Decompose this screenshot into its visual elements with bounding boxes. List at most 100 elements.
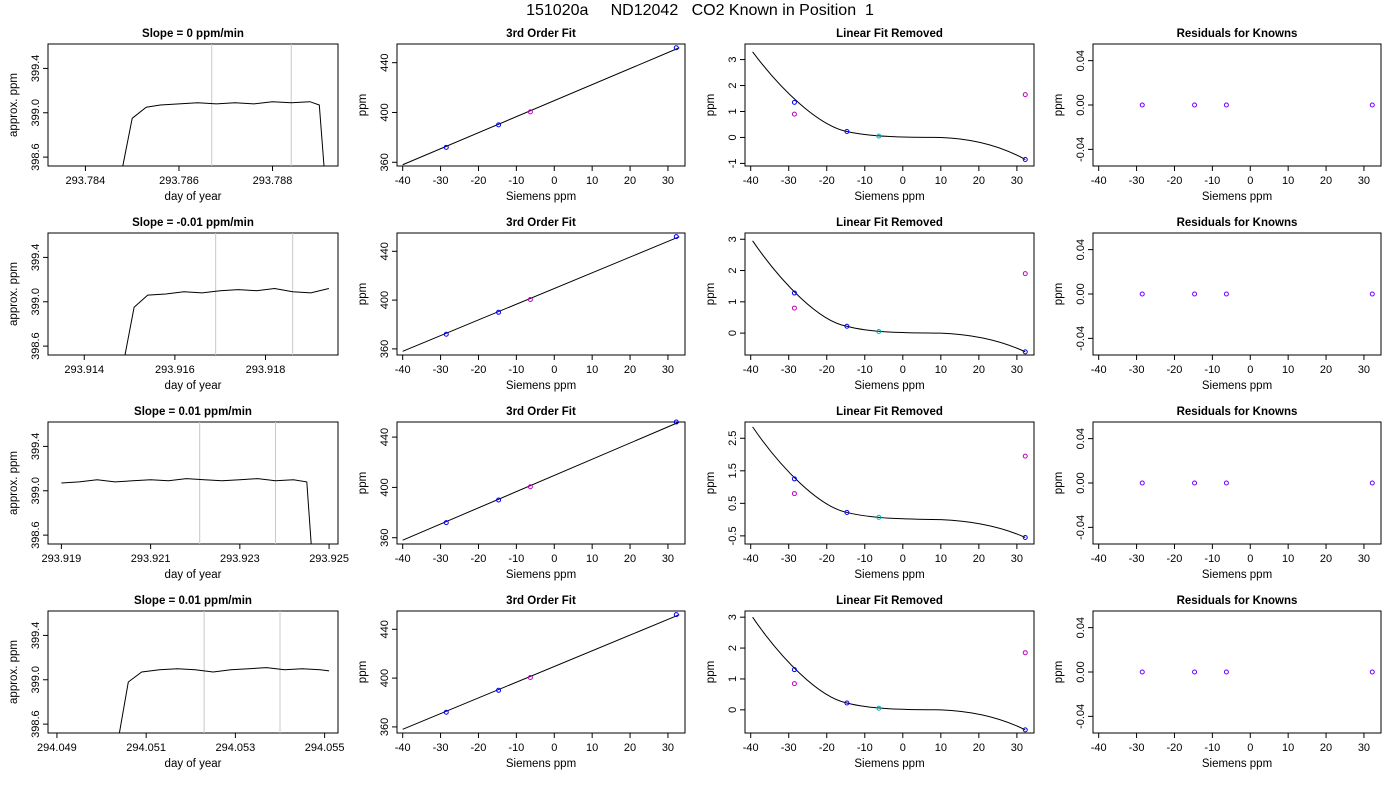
- x-tick-label: 20: [624, 553, 636, 565]
- x-tick-label: -20: [819, 175, 835, 187]
- x-tick-label: -30: [781, 175, 797, 187]
- x-tick-label: -20: [471, 175, 487, 187]
- fitted-point: [1022, 349, 1028, 355]
- y-tick-label: 360: [379, 340, 391, 358]
- x-axis-label: Siemens ppm: [506, 380, 576, 392]
- y-axis-label: ppm: [1053, 283, 1065, 305]
- x-tick-label: -30: [1129, 742, 1145, 754]
- x-tick-label: 10: [586, 364, 598, 376]
- x-tick-label: -20: [1167, 175, 1183, 187]
- y-axis-label: ppm: [1053, 661, 1065, 683]
- x-tick-label: 10: [1282, 553, 1294, 565]
- x-tick-label: 20: [1320, 175, 1332, 187]
- x-tick-label: 294.051: [126, 742, 166, 754]
- fitted-point: [876, 705, 882, 711]
- x-tick-label: 0: [551, 175, 557, 187]
- y-axis-label: ppm: [357, 472, 369, 494]
- fitted-point: [791, 290, 797, 296]
- x-tick-label: 30: [662, 742, 674, 754]
- y-tick-label: 400: [379, 478, 391, 496]
- x-tick-label: -20: [1167, 553, 1183, 565]
- x-tick-label: -40: [1091, 364, 1107, 376]
- y-axis-label: ppm: [705, 283, 717, 305]
- x-tick-label: -40: [743, 553, 759, 565]
- plot-frame: [396, 43, 686, 167]
- x-tick-label: 20: [1320, 553, 1332, 565]
- x-axis-label: Siemens ppm: [506, 191, 576, 203]
- plot-frame: [396, 232, 686, 356]
- x-tick-label: -30: [781, 364, 797, 376]
- x-tick-label: -10: [508, 742, 524, 754]
- x-axis-label: Siemens ppm: [854, 758, 924, 770]
- known-point: [443, 520, 449, 526]
- x-tick-label: 30: [662, 175, 674, 187]
- plot-frame: [1092, 43, 1382, 167]
- x-tick-label: 293.919: [42, 553, 82, 565]
- x-tick-label: 294.055: [305, 742, 345, 754]
- known-point: [673, 419, 679, 425]
- x-tick-label: 30: [1011, 175, 1023, 187]
- y-tick-label: 1.5: [727, 463, 739, 478]
- x-tick-label: -20: [1167, 742, 1183, 754]
- x-tick-label: 10: [935, 553, 947, 565]
- x-tick-label: -40: [743, 742, 759, 754]
- x-tick-label: -20: [819, 364, 835, 376]
- panel-title: Slope = 0.01 ppm/min: [134, 595, 252, 607]
- raw-point: [791, 305, 797, 311]
- y-tick-label: 2: [727, 267, 739, 273]
- y-tick-label: -0.04: [1075, 137, 1087, 162]
- x-tick-label: 294.053: [216, 742, 256, 754]
- y-tick-label: 3: [727, 614, 739, 620]
- panel-title: Residuals for Knowns: [1177, 217, 1298, 229]
- x-tick-label: 30: [662, 364, 674, 376]
- x-axis-label: Siemens ppm: [1202, 758, 1272, 770]
- residual-point: [1223, 102, 1229, 108]
- residual-point: [1192, 669, 1198, 675]
- plot-frame: [744, 421, 1035, 545]
- chart-panel-r4-timeseries: Slope = 0.01 ppm/min 294.049 294.051 294.05…: [8, 595, 344, 770]
- y-axis-label: ppm: [705, 94, 717, 116]
- known-point: [673, 45, 679, 51]
- panel-title: Slope = 0 ppm/min: [142, 28, 244, 40]
- panel-title: 3rd Order Fit: [506, 217, 576, 229]
- fitted-point: [876, 329, 882, 335]
- plot-frame: [1092, 421, 1382, 545]
- y-tick-label: 360: [379, 529, 391, 547]
- y-tick-label: 0.5: [727, 496, 739, 511]
- x-tick-label: 0: [900, 742, 906, 754]
- y-tick-label: 398.6: [30, 143, 42, 171]
- x-tick-label: 20: [973, 175, 985, 187]
- x-tick-label: -40: [1091, 553, 1107, 565]
- fitted-point: [791, 99, 797, 105]
- chart-panel-r2-residuals: Residuals for Knowns -40 -30 -20 -10 0 10 20 30 -…: [1053, 217, 1382, 392]
- panel-title: Slope = 0.01 ppm/min: [134, 406, 252, 418]
- x-tick-label: -30: [1129, 553, 1145, 565]
- y-tick-label: -0.04: [1075, 326, 1087, 351]
- x-tick-label: -20: [471, 553, 487, 565]
- plot-frame: [744, 610, 1035, 734]
- plot-frame: [396, 610, 686, 734]
- y-tick-label: 1: [727, 676, 739, 682]
- x-tick-label: -10: [857, 742, 873, 754]
- x-axis-label: day of year: [165, 569, 222, 581]
- plot-frame: [1092, 610, 1382, 734]
- ppm-trace-line: [124, 287, 330, 356]
- raw-point: [1022, 650, 1028, 656]
- plot-frame: [744, 232, 1035, 356]
- known-point: [527, 296, 533, 302]
- y-tick-label: 398.6: [30, 332, 42, 360]
- x-axis-label: Siemens ppm: [1202, 569, 1272, 581]
- x-tick-label: 20: [624, 175, 636, 187]
- x-axis-label: Siemens ppm: [854, 191, 924, 203]
- y-tick-label: 400: [379, 669, 391, 687]
- x-tick-label: 293.914: [64, 364, 104, 376]
- plot-frame: [47, 43, 339, 167]
- known-point: [443, 709, 449, 715]
- y-tick-label: 0.04: [1075, 617, 1087, 638]
- y-tick-label: 440: [379, 620, 391, 638]
- chart-panel-r3-residuals: Residuals for Knowns -40 -30 -20 -10 0 10 20 30 -…: [1053, 406, 1382, 581]
- y-tick-label: 3: [727, 57, 739, 63]
- y-tick-label: 360: [379, 153, 391, 171]
